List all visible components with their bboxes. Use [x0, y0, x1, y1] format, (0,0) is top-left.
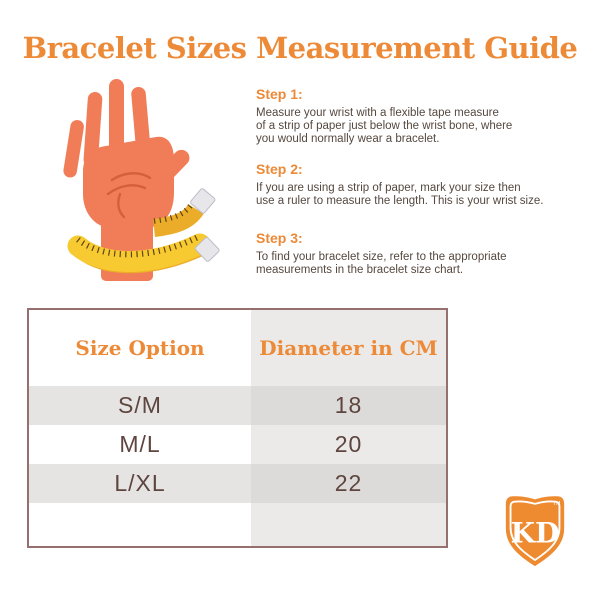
step-1-heading: Step 1: [256, 86, 303, 102]
step-1-body: Measure your wrist with a flexible tape … [256, 107, 513, 145]
step-3-body: To find your bracelet size, refer to the… [256, 251, 507, 276]
step-2-heading: Step 2: [256, 161, 303, 177]
measuring-tape [67, 188, 220, 274]
empty-cell-left [29, 503, 251, 546]
header-diameter-cm: Diameter in CM [251, 310, 446, 386]
shield-inner-outline [509, 500, 561, 562]
step-3-heading: Step 3: [256, 230, 303, 246]
step-2-body: If you are using a strip of paper, mark … [256, 182, 544, 207]
tape-end-lower [194, 236, 220, 262]
header-size-option: Size Option [75, 336, 205, 360]
kd-logo: KD TM [505, 496, 565, 567]
page-title: Bracelet Sizes Measurement Guide [22, 31, 578, 65]
row-ml-size: M/L [119, 431, 161, 457]
step-3: Step 3: To find your bracelet size, refe… [256, 230, 588, 277]
row-ml-diameter: 20 [251, 425, 446, 464]
size-chart-table: Size Option Diameter in CM S/M 18 M/L 20… [27, 308, 448, 548]
step-2: Step 2: If you are using a strip of pape… [256, 161, 588, 208]
logo-trademark: TM [553, 501, 560, 507]
hand-measuring-tape-icon [63, 79, 220, 281]
palm-creases [106, 172, 152, 219]
logo-text: KD [511, 517, 560, 550]
row-sm-size: S/M [29, 386, 251, 425]
row-lxl-size: L/XL [29, 464, 251, 503]
row-lxl-diameter: 22 [251, 464, 446, 503]
step-1: Step 1: Measure your wrist with a flexib… [256, 86, 588, 146]
row-sm-diameter: 18 [251, 386, 446, 425]
empty-cell-right [251, 503, 446, 546]
tape-end-upper [190, 188, 216, 214]
